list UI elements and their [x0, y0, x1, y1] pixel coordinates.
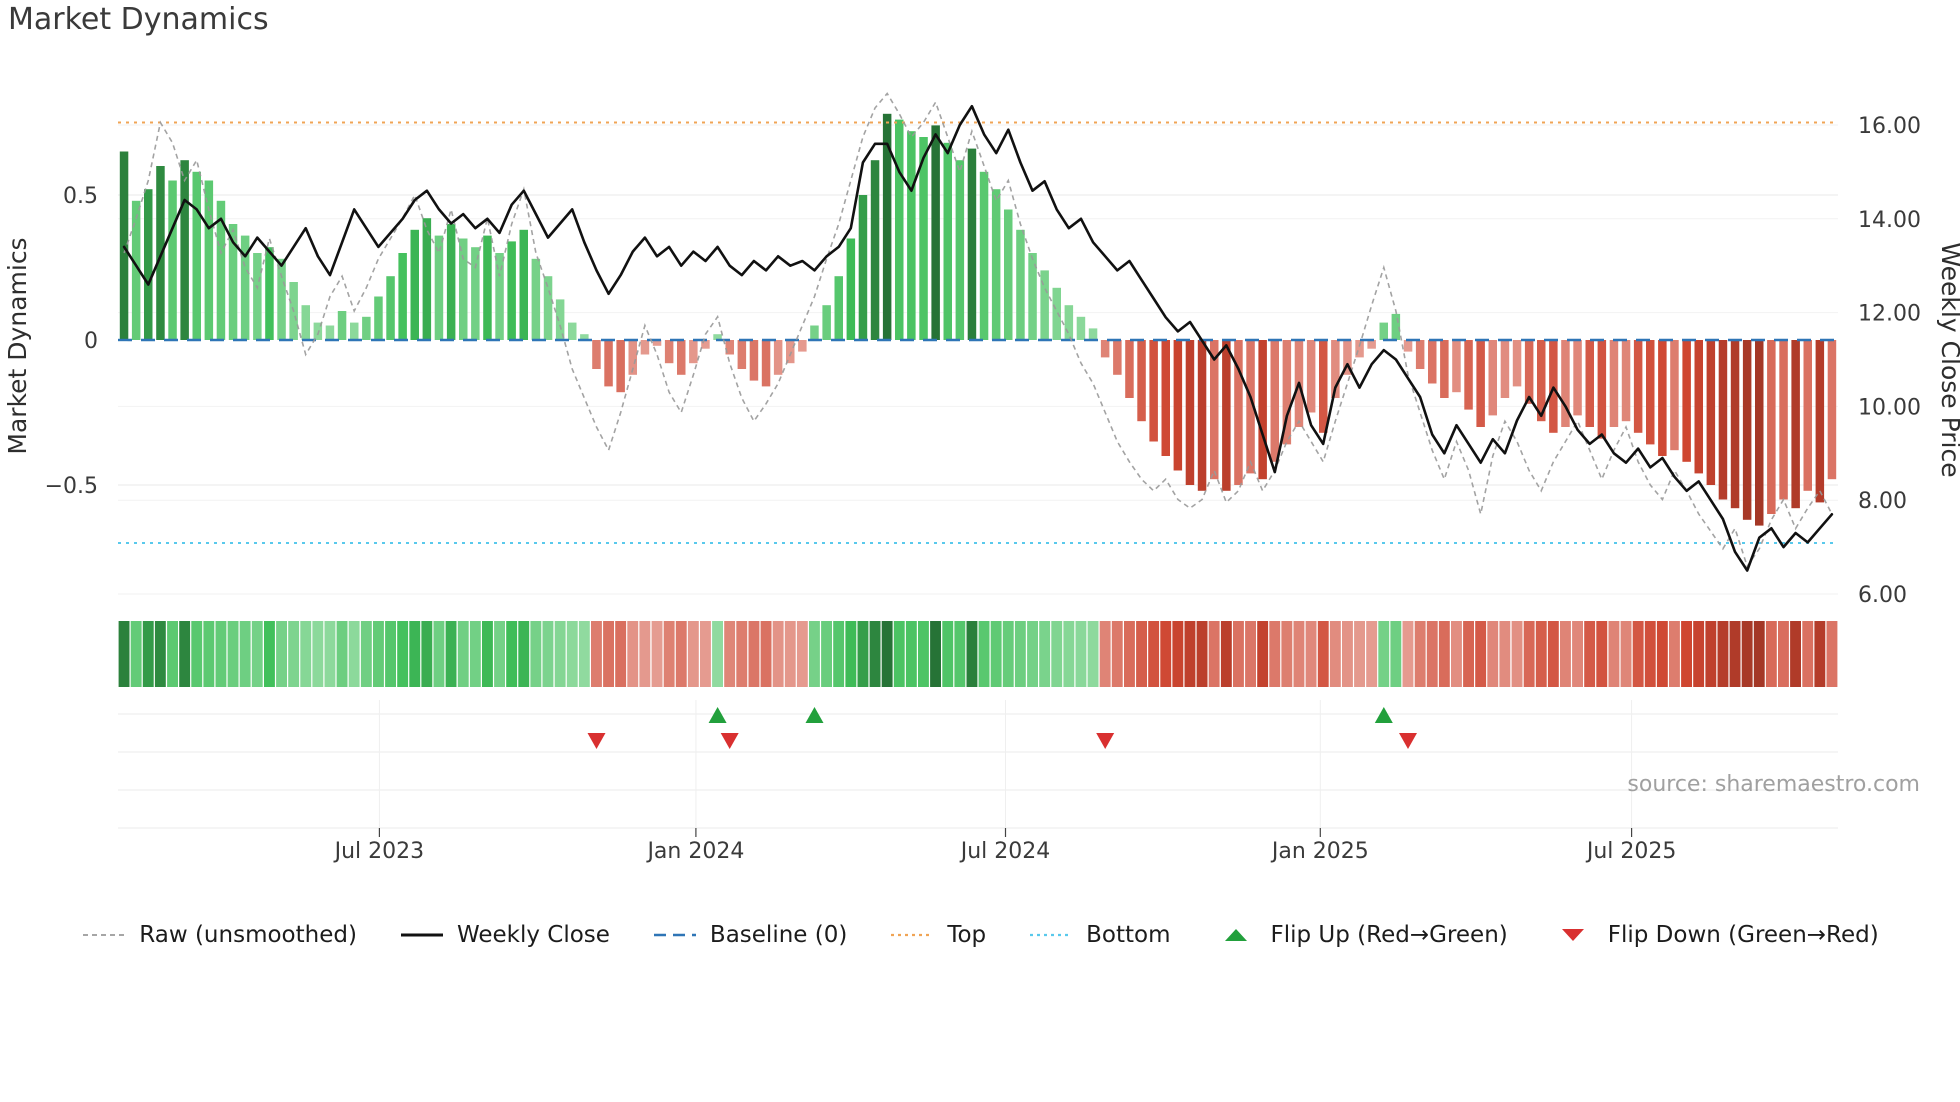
top-line-icon [891, 933, 934, 937]
x-tick-label: Jul 2023 [333, 839, 425, 864]
left-tick-label: 0 [84, 329, 98, 354]
legend: Raw (unsmoothed) Weekly Close Baseline (… [0, 922, 1960, 948]
left-tick-label: −0.5 [45, 474, 98, 499]
flip-up-markers [708, 707, 1393, 723]
legend-item-raw: Raw (unsmoothed) [81, 922, 357, 948]
baseline-line-icon [653, 933, 696, 937]
x-tick-label: Jan 2024 [645, 839, 744, 864]
weekly-close-line [122, 104, 1834, 572]
legend-label-flip-down: Flip Down (Green→Red) [1607, 922, 1879, 948]
legend-item-baseline: Baseline (0) [652, 922, 847, 948]
raw-line [123, 92, 1833, 568]
right-tick-label: 12.00 [1858, 302, 1921, 327]
right-tick-label: 8.00 [1858, 489, 1907, 514]
flip-up-triangle-icon [1224, 929, 1247, 941]
legend-item-top: Top [889, 922, 986, 948]
flip-down-markers [587, 733, 1417, 749]
left-tick-label: 0.5 [63, 184, 98, 209]
x-tick-label: Jan 2025 [1270, 839, 1369, 864]
legend-item-weekly-close: Weekly Close [399, 922, 610, 948]
flip-down-triangle-icon [1561, 929, 1584, 941]
legend-label-flip-up: Flip Up (Red→Green) [1270, 922, 1508, 948]
oscillator-bars [119, 113, 1837, 526]
right-tick-label: 14.00 [1858, 208, 1921, 233]
legend-label-raw: Raw (unsmoothed) [139, 922, 357, 948]
weekly-close-line-icon [400, 933, 443, 937]
legend-item-flip-down: Flip Down (Green→Red) [1550, 922, 1879, 948]
heatmap-strip [118, 621, 1838, 687]
legend-label-top: Top [947, 922, 987, 948]
source-credit: source: sharemaestro.com [1627, 772, 1920, 797]
right-tick-label: 6.00 [1858, 583, 1907, 608]
legend-label-weekly-close: Weekly Close [456, 922, 610, 948]
x-tick-label: Jul 2025 [1585, 839, 1677, 864]
right-axis-title: Weekly Close Price [1936, 242, 1960, 477]
legend-item-flip-up: Flip Up (Red→Green) [1213, 922, 1508, 948]
legend-item-bottom: Bottom [1028, 922, 1171, 948]
right-tick-label: 16.00 [1858, 114, 1921, 139]
raw-line-icon [83, 934, 126, 936]
chart-title: Market Dynamics [8, 2, 269, 37]
legend-label-bottom: Bottom [1086, 922, 1171, 948]
x-tick-label: Jul 2024 [959, 839, 1051, 864]
bottom-line-icon [1030, 933, 1073, 937]
right-tick-label: 10.00 [1858, 395, 1921, 420]
legend-label-baseline: Baseline (0) [709, 922, 848, 948]
left-axis-title: Market Dynamics [3, 237, 32, 454]
